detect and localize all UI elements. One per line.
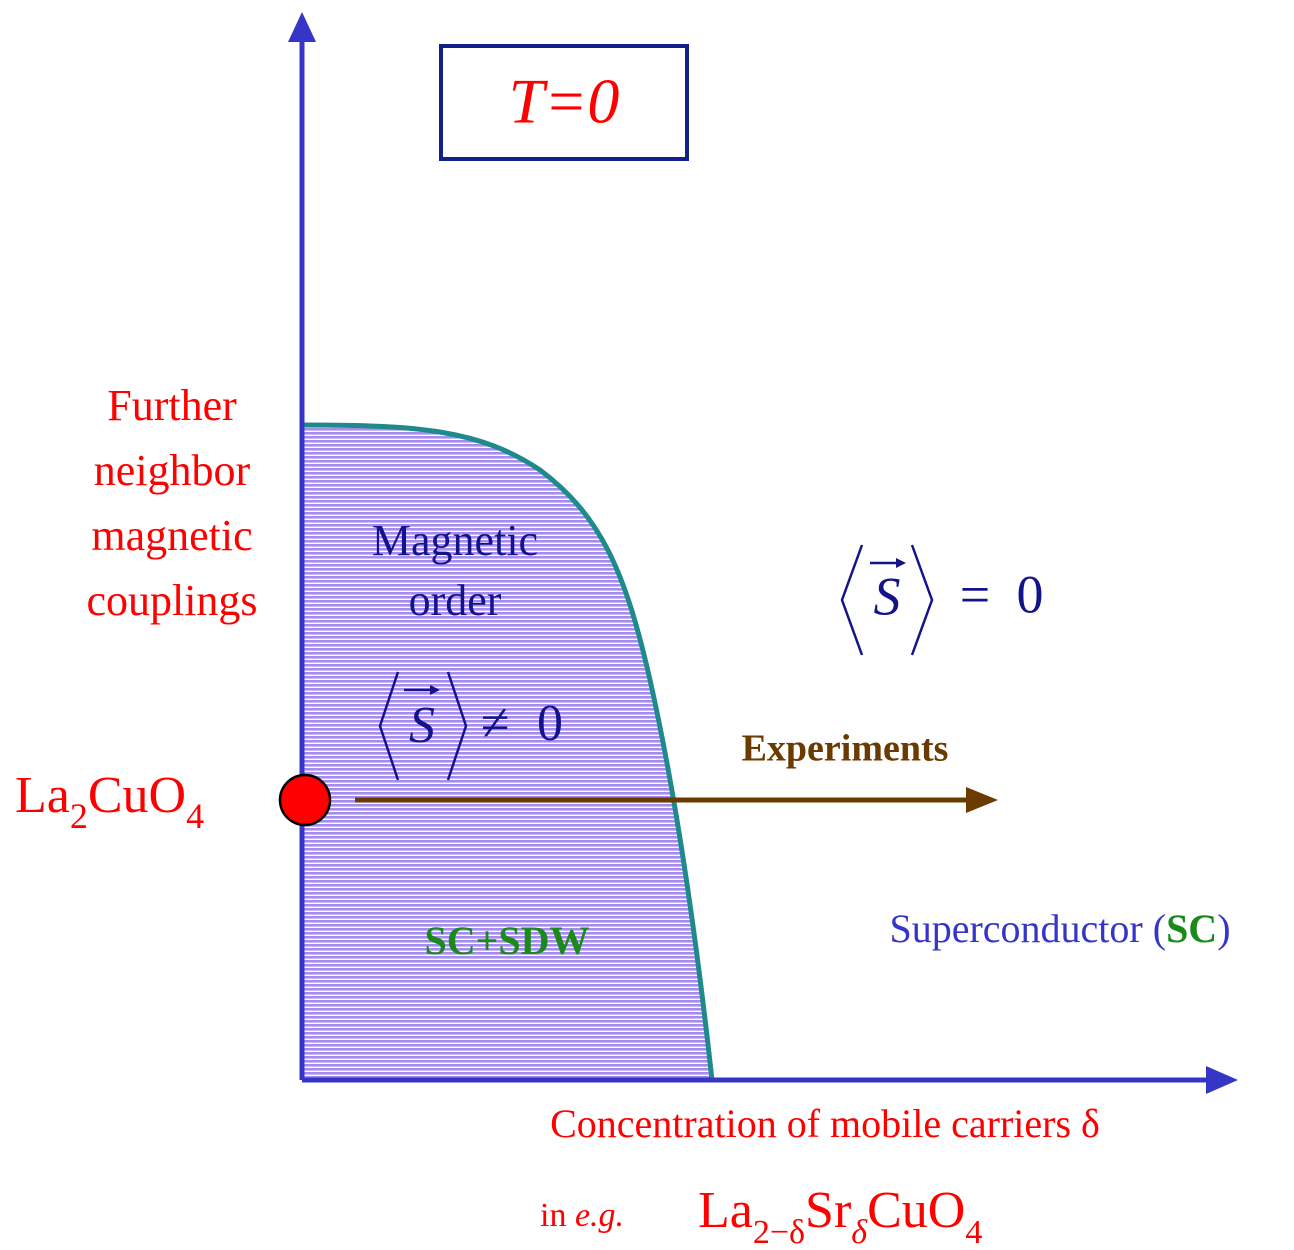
formula-subscript: δ — [851, 1214, 868, 1250]
formula-part: CuO — [88, 767, 186, 824]
formula-symbol: S — [409, 697, 435, 754]
formula-relation: = — [960, 564, 990, 624]
start-point — [278, 773, 332, 827]
formula-subscript: 4 — [186, 796, 204, 836]
mixed-phase-label: SC+SDW — [424, 918, 589, 963]
vertical-axis-label: Further neighbor magnetic couplings — [86, 381, 257, 625]
box-title: T=0 — [509, 66, 620, 137]
ordered-region — [301, 422, 715, 1081]
formula-part: Sr — [805, 1182, 851, 1239]
label-line: order — [409, 576, 502, 625]
formula-zero: S = 0 — [840, 544, 1044, 656]
formula-part: CuO — [867, 1182, 965, 1239]
formula-subscript: 2−δ — [753, 1214, 805, 1250]
formula-symbol: S — [874, 566, 901, 626]
phase-label: Superconductor (SC) — [889, 906, 1230, 951]
phase-name: Superconductor ( — [889, 906, 1166, 951]
horizontal-axis-label: Concentration of mobile carriers δ — [550, 1101, 1100, 1146]
label-line: Magnetic — [372, 516, 538, 565]
example-formula: La2−δSrδCuO4 — [698, 1182, 982, 1250]
formula-subscript: 4 — [965, 1214, 982, 1250]
prefix: in — [540, 1197, 575, 1234]
formula-subscript: 2 — [70, 796, 88, 836]
label-line: neighbor — [94, 446, 251, 495]
eg: e.g. — [575, 1197, 624, 1234]
axes — [288, 12, 1238, 1094]
phase-abbr: SC — [1166, 906, 1217, 951]
formula-relation: ≠ — [481, 695, 510, 752]
phase-close: ) — [1217, 906, 1230, 951]
start-point-label: La2CuO4 — [15, 767, 204, 836]
formula-nonzero: S ≠ 0 — [378, 671, 563, 781]
formula-value: 0 — [1017, 564, 1044, 624]
experiments-arrow — [355, 787, 998, 813]
region-label: Magnetic order — [372, 516, 538, 625]
label-line: couplings — [86, 576, 257, 625]
arrow-label: Experiments — [742, 728, 949, 770]
example-prefix: in e.g. — [540, 1197, 624, 1234]
title-box — [439, 44, 689, 161]
formula-part: La — [15, 767, 70, 824]
formula-value: 0 — [537, 695, 563, 752]
formula-part: La — [698, 1182, 753, 1239]
label-line: Further — [107, 381, 237, 430]
label-line: magnetic — [91, 511, 252, 560]
